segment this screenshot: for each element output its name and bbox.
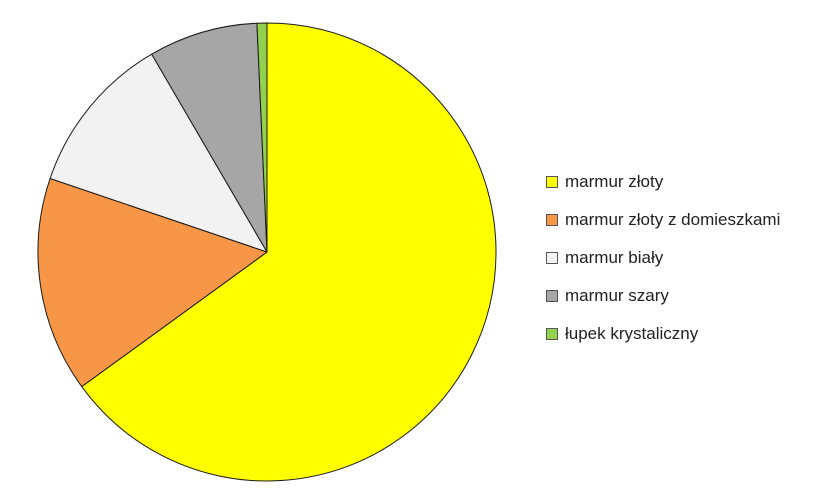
legend-swatch-lupek-krystaliczny bbox=[546, 328, 558, 340]
pie-slice-marmur-bialy bbox=[49, 53, 268, 253]
legend-label-marmur-zloty-z-domieszkami: marmur złoty z domieszkami bbox=[565, 210, 781, 229]
legend: marmur złoty marmur złoty z domieszkami … bbox=[546, 163, 821, 353]
legend-item-lupek-krystaliczny: łupek krystaliczny bbox=[546, 315, 821, 353]
legend-label-marmur-szary: marmur szary bbox=[565, 286, 669, 305]
pie-slice-marmur-zloty-z-domieszkami bbox=[37, 178, 268, 388]
legend-swatch-marmur-zloty-z-domieszkami bbox=[546, 214, 558, 226]
pie-slice-marmur-zloty bbox=[81, 22, 497, 482]
legend-swatch-marmur-bialy bbox=[546, 252, 558, 264]
legend-item-marmur-zloty-z-domieszkami: marmur złoty z domieszkami bbox=[546, 201, 821, 239]
legend-item-marmur-bialy: marmur biały bbox=[546, 239, 821, 277]
legend-item-marmur-zloty: marmur złoty bbox=[546, 163, 821, 201]
legend-swatch-marmur-szary bbox=[546, 290, 558, 302]
legend-label-lupek-krystaliczny: łupek krystaliczny bbox=[565, 324, 699, 343]
legend-item-marmur-szary: marmur szary bbox=[546, 277, 821, 315]
legend-label-marmur-zloty: marmur złoty bbox=[565, 172, 664, 191]
legend-swatch-marmur-zloty bbox=[546, 176, 558, 188]
pie-slice-marmur-szary bbox=[151, 22, 268, 253]
legend-label-marmur-bialy: marmur biały bbox=[565, 248, 664, 267]
pie-slice-lupek-krystaliczny bbox=[256, 22, 268, 253]
